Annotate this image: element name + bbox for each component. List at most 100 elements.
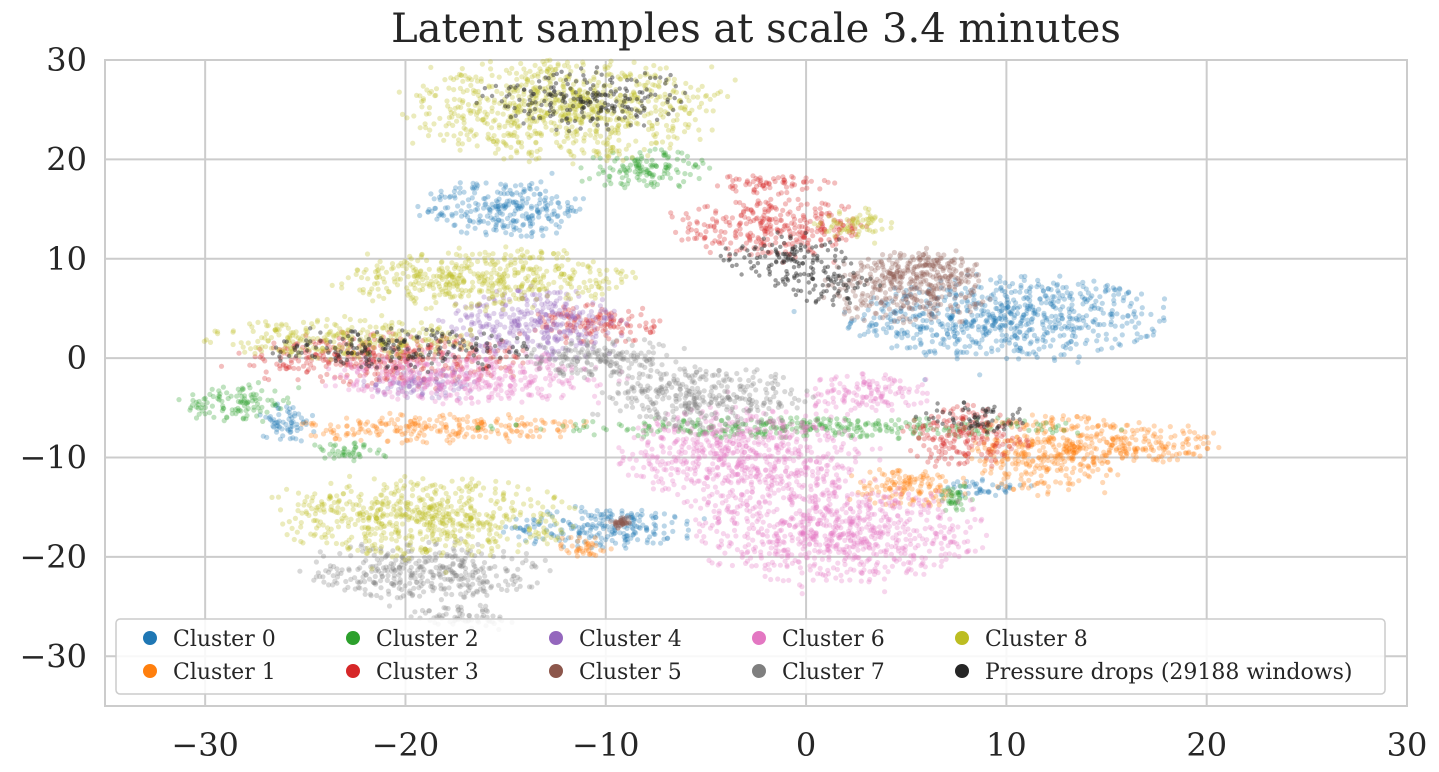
scatter-point (367, 430, 373, 436)
scatter-point (1024, 307, 1030, 313)
scatter-point (790, 175, 796, 181)
scatter-point (998, 284, 1004, 290)
scatter-point (951, 329, 957, 335)
scatter-point (590, 300, 596, 306)
scatter-point (672, 513, 678, 520)
scatter-point (794, 415, 800, 421)
scatter-point (860, 316, 866, 322)
scatter-point (295, 377, 301, 383)
scatter-point (465, 425, 471, 431)
scatter-point (457, 180, 463, 186)
scatter-point (912, 313, 919, 319)
scatter-point (412, 426, 418, 432)
scatter-point (280, 397, 286, 404)
scatter-point (1104, 282, 1110, 288)
scatter-point (1008, 311, 1014, 317)
scatter-point (933, 296, 939, 302)
scatter-point (924, 304, 930, 310)
scatter-point (549, 170, 555, 176)
scatter-point (1056, 290, 1062, 296)
scatter-point (422, 425, 428, 432)
scatter-point (1006, 319, 1013, 325)
scatter-point (562, 301, 568, 307)
scatter-point (1091, 302, 1097, 308)
scatter-point (626, 519, 632, 525)
scatter-point (537, 191, 543, 197)
scatter-point (475, 317, 481, 323)
scatter-point (861, 312, 868, 318)
scatter-point (1068, 339, 1074, 345)
scatter-point (930, 332, 936, 339)
scatter-point (465, 223, 471, 229)
scatter-point (970, 479, 976, 485)
scatter-point (1030, 438, 1036, 445)
scatter-point (998, 286, 1004, 292)
scatter-point (687, 171, 693, 178)
scatter-point (1026, 477, 1032, 483)
scatter-point (1066, 314, 1072, 320)
scatter-point (873, 322, 879, 328)
scatter-point (952, 328, 958, 334)
scatter-point (951, 266, 957, 272)
scatter-point (272, 420, 278, 426)
scatter-point (221, 418, 227, 424)
scatter-point (993, 492, 999, 498)
scatter-point (1045, 489, 1051, 495)
scatter-point (692, 161, 699, 168)
scatter-point (464, 331, 470, 337)
scatter-point (680, 217, 686, 223)
scatter-point (1119, 332, 1125, 338)
scatter-point (891, 309, 897, 315)
scatter-point (1035, 492, 1041, 499)
scatter-point (1161, 317, 1167, 324)
scatter-point (927, 422, 934, 428)
scatter-point (1021, 312, 1027, 318)
scatter-point (1073, 341, 1079, 347)
scatter-point (1005, 304, 1011, 310)
scatter-point (914, 331, 920, 337)
scatter-point (896, 316, 902, 322)
scatter-point (894, 343, 900, 349)
scatter-point (619, 508, 625, 514)
scatter-point (876, 421, 882, 427)
scatter-point (893, 310, 899, 316)
scatter-point (1097, 322, 1103, 328)
scatter-point (1103, 336, 1109, 342)
scatter-point (1136, 420, 1142, 426)
scatter-point (531, 191, 537, 197)
scatter-point (861, 264, 867, 270)
scatter-point (884, 428, 890, 434)
scatter-point (1011, 348, 1017, 354)
scatter-point (1071, 465, 1077, 471)
scatter-point (592, 325, 598, 331)
scatter-point (1027, 326, 1033, 332)
scatter-point (1146, 453, 1152, 459)
scatter-point (912, 344, 918, 350)
scatter-point (1085, 297, 1091, 303)
scatter-point (959, 270, 965, 276)
scatter-point (938, 278, 944, 284)
scatter-point (994, 305, 1000, 312)
scatter-point (799, 186, 805, 192)
scatter-point (1011, 297, 1017, 303)
scatter-point (870, 323, 876, 329)
scatter-point (946, 267, 953, 273)
scatter-point (469, 184, 475, 191)
scatter-point (1041, 465, 1047, 471)
scatter-point (1030, 458, 1036, 464)
scatter-point (948, 455, 955, 461)
scatter-point (1030, 315, 1036, 322)
scatter-point (236, 350, 242, 356)
scatter-point (915, 255, 922, 261)
scatter-point (598, 540, 604, 546)
scatter-point (848, 421, 854, 428)
scatter-point (896, 287, 902, 294)
scatter-point (898, 309, 904, 315)
scatter-point (1120, 298, 1126, 304)
scatter-point (1110, 436, 1116, 442)
scatter-point (895, 430, 901, 436)
scatter-point (960, 475, 967, 481)
scatter-point (1027, 303, 1033, 309)
scatter-point (619, 163, 626, 169)
scatter-point (264, 434, 270, 440)
